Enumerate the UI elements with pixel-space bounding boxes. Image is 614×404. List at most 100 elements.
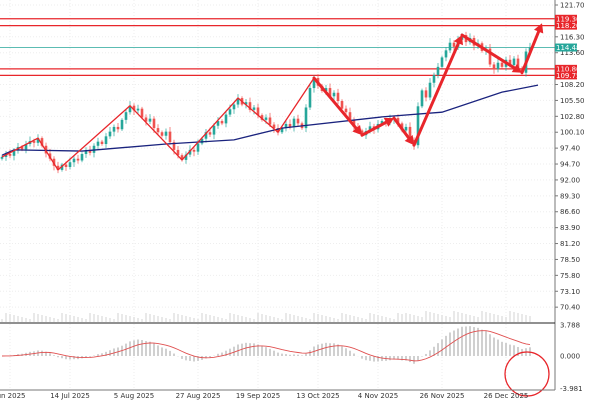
- candle-body: [224, 114, 228, 124]
- candle-body: [312, 78, 316, 89]
- candle-body: [452, 42, 456, 47]
- candle-body: [344, 108, 348, 113]
- highlight-circle: [504, 351, 550, 397]
- candle-body: [84, 150, 88, 155]
- date-tick-label: 27 Aug 2025: [176, 392, 221, 400]
- candle-body: [188, 149, 192, 155]
- indicator-tick-label: 3.788: [560, 321, 580, 329]
- candle-body: [60, 164, 64, 170]
- candle-body: [260, 115, 264, 120]
- price-tick-label: 86.60: [560, 208, 580, 216]
- candle-body: [184, 154, 188, 160]
- candle-body: [132, 105, 136, 111]
- level-badge: [555, 64, 577, 73]
- candle-body: [340, 101, 344, 109]
- level-badge: [555, 14, 577, 23]
- candle-body: [488, 48, 492, 65]
- price-tick-label: 116.30: [560, 33, 585, 41]
- candle-body: [88, 150, 92, 153]
- candle-body: [160, 132, 164, 136]
- date-tick-label: 26 Dec 2025: [484, 392, 529, 400]
- candle-body: [152, 118, 156, 129]
- candle-body: [40, 138, 44, 146]
- candle-body: [140, 108, 144, 118]
- axes: [0, 0, 556, 391]
- candle-body: [156, 128, 160, 133]
- candle-body: [328, 88, 332, 97]
- date-axis-labels: Jun 2025 14 Jul 2025 5 Aug 2025 27 Aug 2025…: [0, 392, 528, 400]
- candle-body: [512, 58, 516, 66]
- candle-body: [12, 150, 16, 156]
- candle-body: [120, 119, 124, 130]
- candle-body: [324, 88, 328, 91]
- candle-body: [288, 123, 292, 127]
- candles: [0, 31, 532, 174]
- price-tick-label: 97.40: [560, 145, 580, 153]
- price-tick-label: 100.10: [560, 129, 585, 137]
- arrow-head: [352, 125, 362, 136]
- price-tick-label: 83.90: [560, 224, 580, 232]
- date-tick-label: 13 Oct 2025: [296, 392, 339, 400]
- candle-body: [256, 107, 260, 116]
- candle-body: [80, 154, 84, 161]
- candle-body: [336, 92, 340, 102]
- indicator-tick-label: -3.981: [560, 385, 583, 393]
- price-tick-label: 92.00: [560, 176, 580, 184]
- grid: [0, 0, 555, 390]
- price-tick-label: 89.30: [560, 192, 580, 200]
- candle-body: [204, 132, 208, 139]
- candle-body: [252, 107, 256, 110]
- arrow-shaft: [360, 120, 388, 137]
- candle-body: [116, 126, 120, 130]
- moving-average-line: [1, 84, 539, 156]
- price-tick-label: 81.20: [560, 240, 580, 248]
- candle-body: [212, 125, 216, 135]
- candle-body: [268, 117, 272, 125]
- level-badge: [555, 71, 577, 80]
- candle-body: [292, 118, 296, 127]
- candle-body: [272, 124, 276, 129]
- candle-body: [20, 146, 24, 150]
- candle-body: [368, 126, 372, 132]
- price-tick-label: 113.60: [560, 49, 585, 57]
- price-tick-label: 78.50: [560, 256, 580, 264]
- candle-body: [56, 165, 60, 170]
- candle-body: [176, 149, 180, 156]
- candle-body: [52, 158, 56, 166]
- arrow-shaft: [392, 116, 411, 140]
- candle-body: [236, 98, 240, 105]
- price-tick-label: 73.10: [560, 288, 580, 296]
- candle-body: [404, 126, 408, 131]
- arrow-head: [511, 63, 522, 73]
- candle-body: [420, 90, 424, 107]
- candle-body: [144, 117, 148, 122]
- candle-body: [36, 138, 40, 143]
- date-tick-label: 4 Nov 2025: [358, 392, 398, 400]
- candle-body: [164, 131, 168, 136]
- price-tick-label: 94.70: [560, 161, 580, 169]
- candle-body: [76, 158, 80, 161]
- candle-body: [492, 64, 496, 70]
- candle-body: [516, 58, 520, 69]
- candle-body: [24, 144, 28, 150]
- candle-body: [44, 145, 48, 154]
- volume-bars: [1, 311, 531, 322]
- candle-body: [68, 162, 72, 167]
- candle-body: [232, 104, 236, 110]
- price-axis-labels: 121.70 116.30 113.60 108.20 105.50 102.80 100.…: [555, 2, 585, 393]
- candle-body: [0, 156, 4, 159]
- candle-body: [180, 155, 184, 160]
- candle-body: [448, 42, 452, 51]
- candle-body: [416, 106, 420, 146]
- candle-body: [216, 121, 220, 126]
- candle-body: [228, 109, 232, 115]
- date-tick-label: Jun 2025: [0, 392, 25, 400]
- indicator-pane: [1, 326, 550, 397]
- arrow-head: [404, 134, 414, 146]
- candle-body: [348, 112, 352, 120]
- candle-body: [92, 145, 96, 153]
- candle-body: [332, 92, 336, 97]
- candle-body: [104, 136, 108, 145]
- candle-body: [8, 154, 12, 156]
